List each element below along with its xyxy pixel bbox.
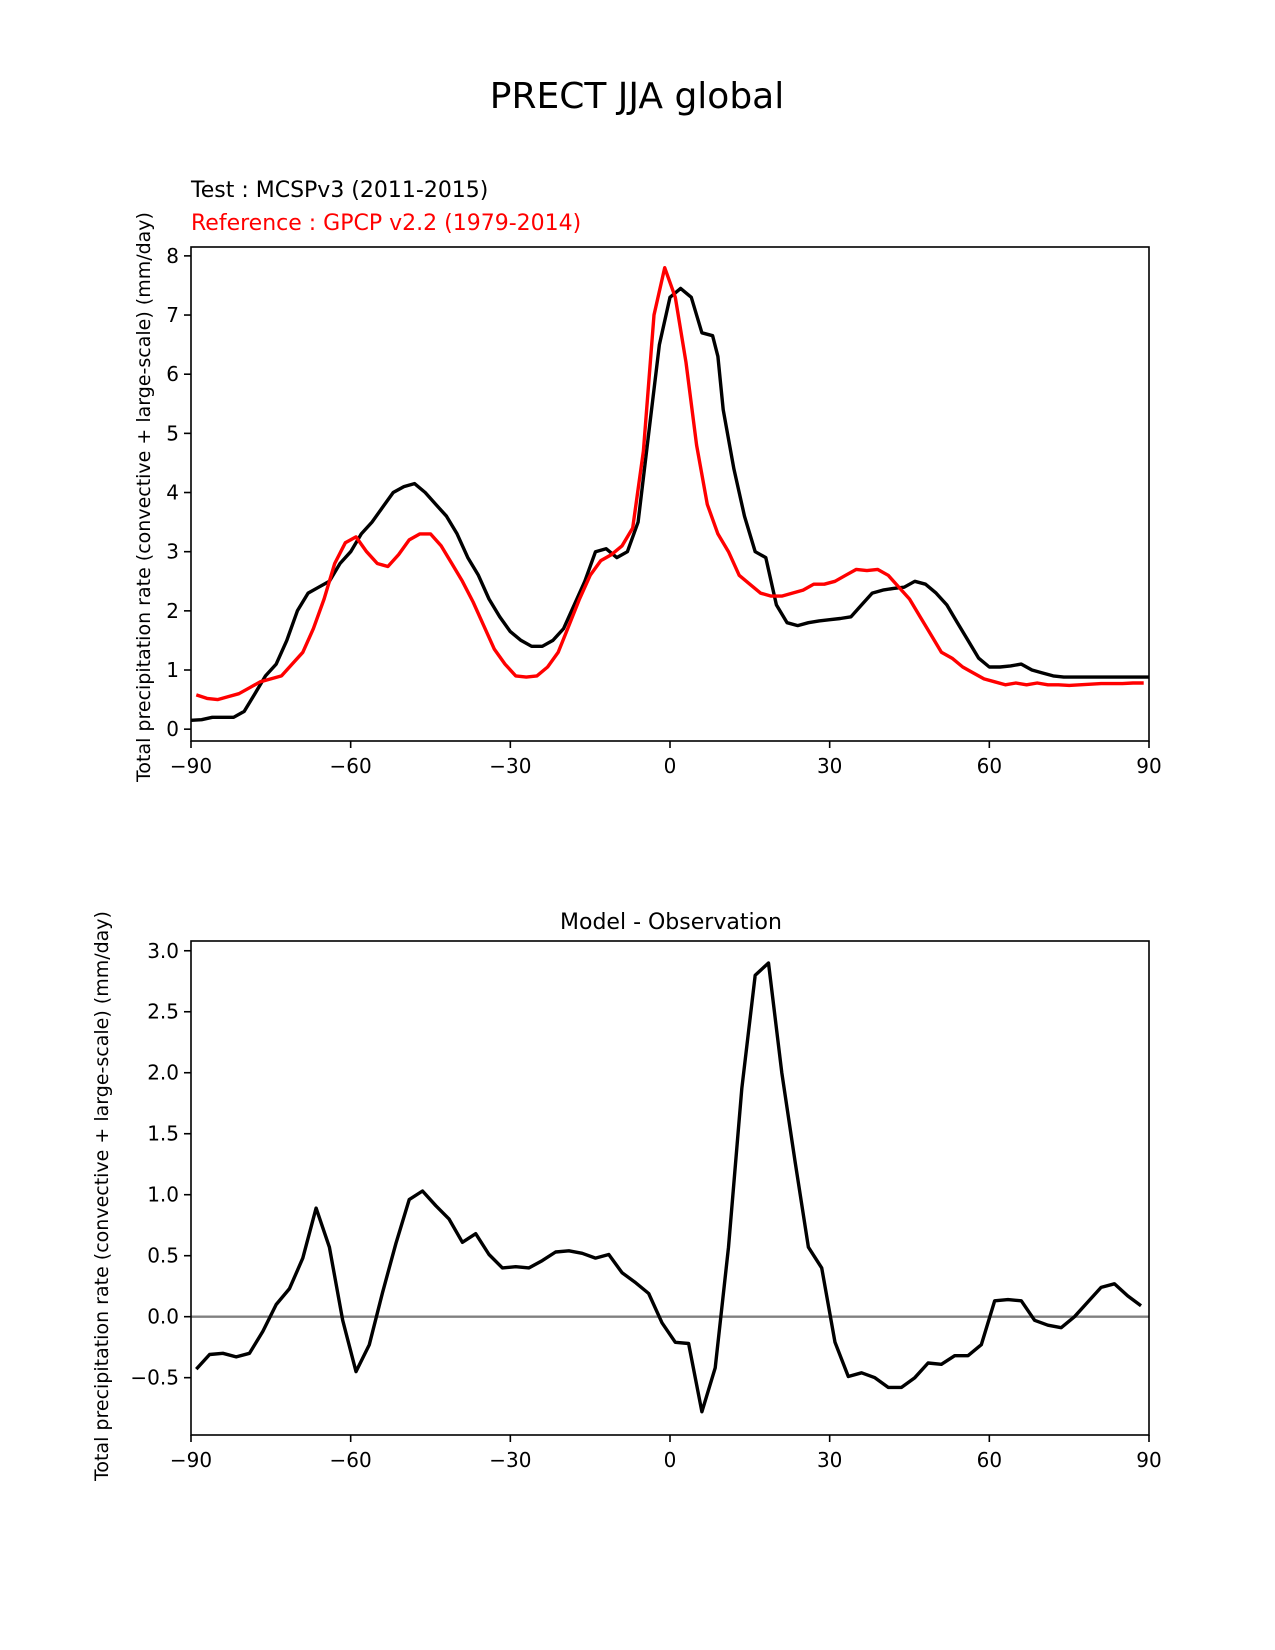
bottom-xtick-label: −60 xyxy=(330,1448,372,1472)
bottom-xtick-label: 90 xyxy=(1136,1448,1161,1472)
top-ytick-label: 5 xyxy=(166,421,179,445)
bottom-plot-area: −90 −60 −30 0 30 60 90 −0.5 0.0 0.5 1.0 1.5 2.0 2.5 3.… xyxy=(130,939,1161,1472)
top-xtick-label: −30 xyxy=(489,754,531,778)
top-ylabel: Total precipitation rate (convective + l… xyxy=(133,212,155,783)
figure-title: PRECT JJA global xyxy=(490,76,785,117)
top-xtick-label: −60 xyxy=(330,754,372,778)
bottom-xtick-label: 30 xyxy=(817,1448,842,1472)
bottom-ytick-label: 0.5 xyxy=(147,1244,179,1268)
bottom-xtick-label: 60 xyxy=(977,1448,1002,1472)
top-panel: Test : MCSPv3 (2011-2015) Reference : GP… xyxy=(133,178,1162,783)
top-xtick-label: 90 xyxy=(1136,754,1161,778)
bottom-difference-series-line xyxy=(195,961,1143,1414)
bottom-ytick-label: 3.0 xyxy=(147,939,179,963)
bottom-ytick-label: 2.5 xyxy=(147,1000,179,1024)
top-ytick-label: 2 xyxy=(166,599,179,623)
top-ytick-label: 1 xyxy=(166,658,179,682)
top-xtick-label: 60 xyxy=(977,754,1002,778)
reference-label: Reference : GPCP v2.2 (1979-2014) xyxy=(191,211,581,236)
top-plot-area: −90 −60 −30 0 30 60 90 0 1 2 3 4 5 6 7 8 xyxy=(166,244,1161,778)
bottom-ytick-label: 1.0 xyxy=(147,1183,179,1207)
top-ytick-label: 6 xyxy=(166,362,179,386)
bottom-ytick-label: 2.0 xyxy=(147,1061,179,1085)
top-xtick-label: −90 xyxy=(170,754,212,778)
bottom-ytick-label: 1.5 xyxy=(147,1122,179,1146)
test-label: Test : MCSPv3 (2011-2015) xyxy=(190,178,488,203)
top-ytick-label: 8 xyxy=(166,244,179,268)
bottom-ytick-label: −0.5 xyxy=(130,1366,179,1390)
bottom-xtick-label: −30 xyxy=(489,1448,531,1472)
top-ytick-label: 7 xyxy=(166,303,179,327)
top-xtick-label: 30 xyxy=(817,754,842,778)
bottom-panel: Model - Observation Total precipitation … xyxy=(91,910,1162,1482)
bottom-title: Model - Observation xyxy=(560,910,782,935)
top-ytick-label: 4 xyxy=(166,481,179,505)
bottom-xtick-label: 0 xyxy=(664,1448,677,1472)
bottom-xtick-label: −90 xyxy=(170,1448,212,1472)
top-ytick-label: 0 xyxy=(166,717,179,741)
top-ytick-label: 3 xyxy=(166,540,179,564)
top-xtick-label: 0 xyxy=(664,754,677,778)
bottom-ytick-label: 0.0 xyxy=(147,1305,179,1329)
bottom-ylabel: Total precipitation rate (convective + l… xyxy=(91,911,113,1482)
top-reference-series-line xyxy=(195,266,1144,702)
